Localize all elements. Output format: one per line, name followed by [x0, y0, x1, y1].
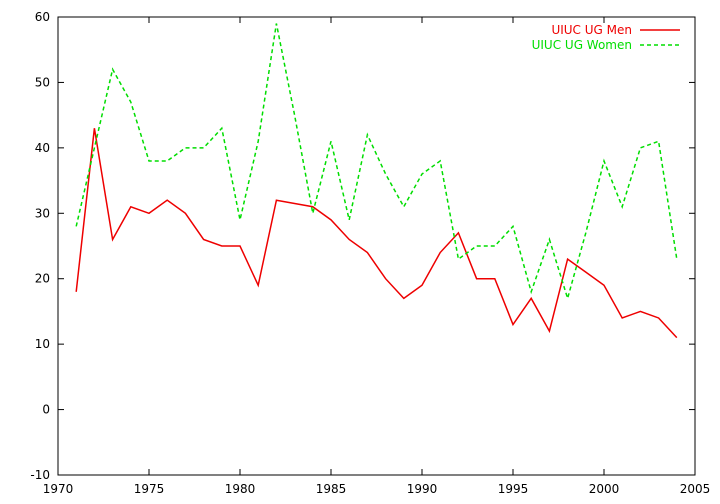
x-tick-label: 1980 — [225, 482, 256, 496]
series-line-women — [75, 23, 678, 302]
series-layer — [75, 23, 678, 339]
y-tick-label: 0 — [42, 403, 50, 417]
y-tick-label: 40 — [35, 141, 50, 155]
x-tick-label: 2000 — [589, 482, 620, 496]
x-tick-label: 1975 — [134, 482, 165, 496]
x-tick-label: 1985 — [316, 482, 347, 496]
x-tick-label: 1995 — [498, 482, 529, 496]
series-line-men — [75, 128, 678, 339]
y-tick-label: 60 — [35, 10, 50, 24]
x-tick-label: 2005 — [680, 482, 711, 496]
y-tick-label: 20 — [35, 272, 50, 286]
legend-label: UIUC UG Women — [532, 38, 632, 52]
y-axis: -10 0 10 20 30 40 50 60 — [30, 10, 695, 482]
y-tick-label: 30 — [35, 206, 50, 220]
legend-label: UIUC UG Men — [551, 23, 632, 37]
y-tick-label: 10 — [35, 337, 50, 351]
plot-frame — [57, 16, 696, 476]
x-tick-label: 1990 — [407, 482, 438, 496]
y-tick-label: 50 — [35, 75, 50, 89]
x-tick-label: 1970 — [43, 482, 74, 496]
y-tick-label: -10 — [30, 468, 50, 482]
x-axis: 1970 1975 1980 1985 1990 1995 2000 2005 — [43, 17, 711, 496]
